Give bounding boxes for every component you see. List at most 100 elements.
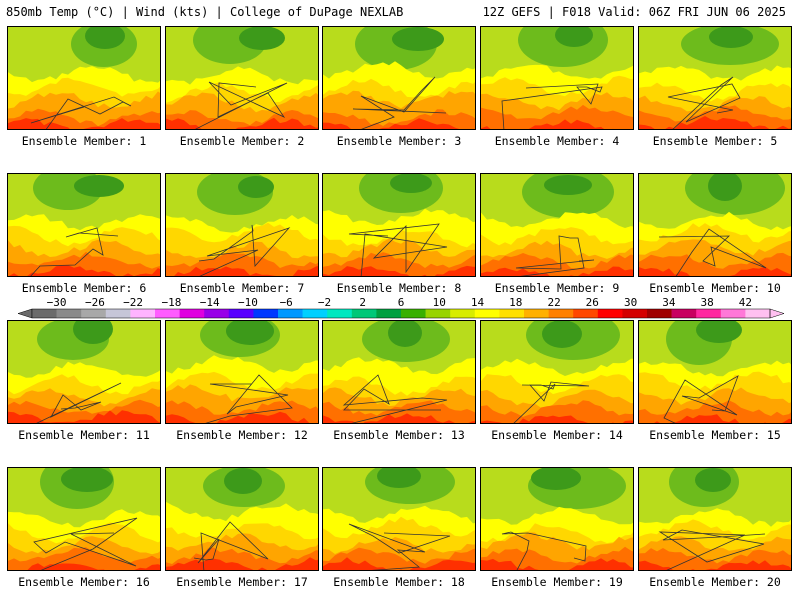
temperature-field bbox=[639, 468, 791, 570]
colorbar-swatch bbox=[56, 309, 82, 318]
colorbar-tick-label: −14 bbox=[200, 296, 220, 309]
ensemble-member-map bbox=[638, 173, 792, 277]
ensemble-member-label: Ensemble Member: 19 bbox=[491, 575, 623, 589]
temperature-field bbox=[8, 468, 160, 570]
ensemble-member-label: Ensemble Member: 3 bbox=[336, 134, 462, 148]
ensemble-member-map bbox=[7, 320, 161, 424]
colorbar-swatch bbox=[81, 309, 107, 318]
ensemble-member-map bbox=[165, 26, 319, 130]
contour-line bbox=[205, 374, 293, 423]
ensemble-member-label: Ensemble Member: 2 bbox=[179, 134, 305, 148]
ensemble-member-map bbox=[7, 173, 161, 277]
colorbar-tick-label: 34 bbox=[662, 296, 676, 309]
colorbar-swatch bbox=[278, 309, 303, 318]
colorbar-tick-label: −10 bbox=[238, 296, 258, 309]
colorbar-swatch bbox=[499, 309, 525, 318]
contour-line bbox=[663, 375, 739, 423]
contour-line bbox=[348, 223, 448, 276]
colorbar-swatch bbox=[696, 309, 722, 318]
ensemble-member-map bbox=[165, 173, 319, 277]
contour-line bbox=[501, 83, 603, 129]
temperature-field bbox=[166, 27, 318, 129]
temperature-field bbox=[166, 468, 318, 570]
colorbar-swatch bbox=[573, 309, 599, 318]
colorbar-tick-label: 10 bbox=[433, 296, 446, 309]
ensemble-member-map bbox=[638, 26, 792, 130]
ensemble-member-label: Ensemble Member: 13 bbox=[333, 428, 465, 442]
ensemble-member-map bbox=[165, 467, 319, 571]
colorbar-swatch bbox=[597, 309, 623, 318]
colorbar-swatch bbox=[204, 309, 230, 318]
colorbar-swatch bbox=[351, 309, 377, 318]
ensemble-member-map bbox=[322, 173, 476, 277]
colorbar-tick-label: 18 bbox=[509, 296, 522, 309]
contour-line bbox=[36, 382, 122, 423]
colorbar-swatch bbox=[622, 309, 648, 318]
contour-line bbox=[658, 529, 766, 570]
colorbar-swatch bbox=[401, 309, 426, 318]
colorbar-tick-label: 2 bbox=[359, 296, 366, 309]
temperature-field bbox=[166, 321, 318, 423]
temperature-field bbox=[323, 27, 475, 129]
colorbar-extend-low bbox=[17, 308, 33, 319]
contour-line bbox=[513, 381, 590, 423]
colorbar-swatch bbox=[376, 309, 402, 318]
ensemble-member-map bbox=[7, 467, 161, 571]
ensemble-member-label: Ensemble Member: 5 bbox=[652, 134, 778, 148]
ensemble-member-map bbox=[480, 320, 634, 424]
temperature-field bbox=[481, 27, 633, 129]
contour-line bbox=[342, 374, 448, 423]
ensemble-member-label: Ensemble Member: 8 bbox=[336, 281, 462, 295]
temperature-field bbox=[8, 321, 160, 423]
ensemble-member-label: Ensemble Member: 1 bbox=[21, 134, 147, 148]
contour-line bbox=[195, 81, 288, 129]
ensemble-member-label: Ensemble Member: 10 bbox=[649, 281, 781, 295]
temperature-field bbox=[639, 321, 791, 423]
colorbar-swatch bbox=[32, 309, 57, 318]
ensemble-member-map bbox=[322, 26, 476, 130]
colorbar-tick-label: 22 bbox=[547, 296, 560, 309]
ensemble-member-label: Ensemble Member: 15 bbox=[649, 428, 781, 442]
colorbar-swatch bbox=[720, 309, 746, 318]
ensemble-member-map bbox=[165, 320, 319, 424]
ensemble-member-map bbox=[638, 320, 792, 424]
ensemble-member-label: Ensemble Member: 16 bbox=[18, 575, 150, 589]
colorbar-tick-label: −6 bbox=[280, 296, 293, 309]
map-title: 850mb Temp (°C) | Wind (kts) | College o… bbox=[6, 5, 404, 19]
colorbar-swatch bbox=[105, 309, 131, 318]
ensemble-member-map bbox=[480, 26, 634, 130]
ensemble-member-map bbox=[322, 467, 476, 571]
temperature-field bbox=[8, 27, 160, 129]
colorbar-tick-label: 6 bbox=[398, 296, 405, 309]
contour-line bbox=[501, 531, 587, 570]
colorbar-tick-label: 42 bbox=[739, 296, 752, 309]
temperature-field bbox=[323, 321, 475, 423]
colorbar-swatch bbox=[327, 309, 353, 318]
ensemble-member-label: Ensemble Member: 18 bbox=[333, 575, 465, 589]
temperature-field bbox=[481, 468, 633, 570]
contour-line bbox=[30, 96, 132, 129]
ensemble-member-map bbox=[480, 173, 634, 277]
ensemble-member-label: Ensemble Member: 9 bbox=[494, 281, 620, 295]
ensemble-member-label: Ensemble Member: 12 bbox=[176, 428, 308, 442]
colorbar-tick-label: 26 bbox=[586, 296, 599, 309]
ensemble-member-label: Ensemble Member: 7 bbox=[179, 281, 305, 295]
colorbar-swatch bbox=[745, 309, 771, 318]
ensemble-member-label: Ensemble Member: 6 bbox=[21, 281, 147, 295]
colorbar-swatch bbox=[179, 309, 205, 318]
contour-line bbox=[667, 76, 741, 129]
ensemble-member-label: Ensemble Member: 4 bbox=[494, 134, 620, 148]
colorbar-tick-label: −18 bbox=[161, 296, 181, 309]
colorbar-swatch bbox=[228, 309, 254, 318]
colorbar-tick-label: 38 bbox=[700, 296, 713, 309]
colorbar-tick-label: 30 bbox=[624, 296, 637, 309]
colorbar-swatch bbox=[130, 309, 156, 318]
contour-line bbox=[30, 227, 119, 276]
contour-line bbox=[348, 523, 451, 570]
colorbar-swatch bbox=[450, 309, 476, 318]
contour-line bbox=[33, 517, 138, 570]
contour-line bbox=[515, 235, 595, 276]
colorbar-swatch bbox=[425, 309, 451, 318]
ensemble-member-map bbox=[322, 320, 476, 424]
colorbar-tick-label: −2 bbox=[318, 296, 331, 309]
